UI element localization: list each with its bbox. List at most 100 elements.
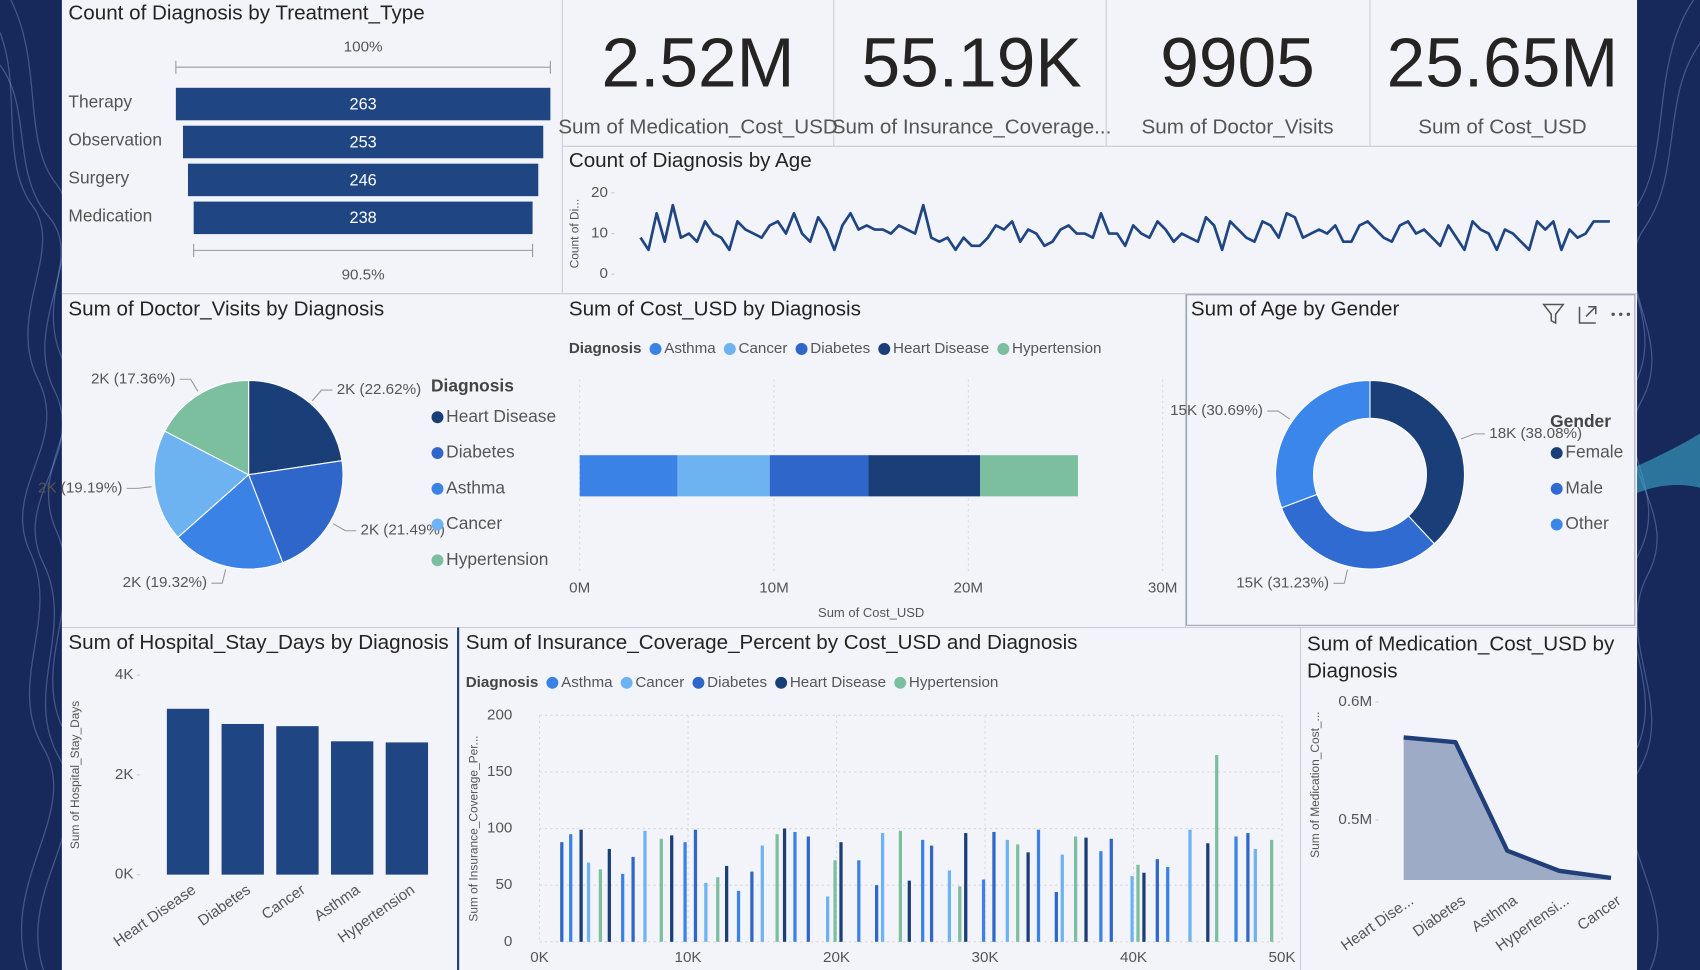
funnel-axis (193, 243, 534, 257)
bar (1054, 891, 1058, 942)
bar (659, 838, 663, 942)
y-tick-label: 10 (591, 225, 608, 242)
bar (725, 865, 729, 942)
bar (947, 870, 952, 942)
legend-title: Diagnosis (569, 340, 642, 357)
bar (898, 830, 903, 942)
bar (1215, 754, 1219, 942)
category-label: Medication (68, 205, 152, 225)
bar (775, 834, 779, 942)
data-label: 253 (350, 133, 377, 151)
category-label: Observation (68, 129, 162, 149)
card-label: Sum of Doctor_Visits (1142, 115, 1334, 138)
legend-label: Hypertension (909, 674, 998, 691)
legend-marker (795, 343, 808, 355)
data-label: 263 (350, 95, 377, 113)
more-options-icon[interactable] (1611, 312, 1631, 317)
leader-line (1460, 433, 1485, 440)
bar (1246, 833, 1250, 942)
y-tick-label: 0.6M (1338, 693, 1372, 710)
legend-marker (431, 447, 444, 459)
legend-title: Gender (1550, 411, 1611, 431)
legend-label: Heart Disease (446, 406, 556, 426)
legend-label: Cancer (446, 513, 502, 533)
slice (248, 379, 343, 476)
bar-segment (769, 455, 869, 497)
bar (221, 723, 264, 875)
data-label: 2K (17.36%) (91, 370, 175, 387)
legend-label: Cancer (738, 340, 787, 357)
bar (607, 848, 611, 942)
bar (276, 726, 319, 875)
slice (247, 460, 344, 564)
bar-segment (677, 455, 770, 497)
legend-marker (431, 482, 444, 495)
legend-label: Diabetes (707, 674, 767, 691)
bar (1136, 864, 1140, 942)
leader-line (211, 569, 227, 584)
slice (177, 473, 284, 570)
legend-marker (723, 343, 736, 355)
bar (826, 896, 830, 942)
category-label: Therapy (68, 92, 132, 112)
focus-mode-icon[interactable] (1578, 305, 1597, 324)
percent-label: 100% (344, 39, 383, 56)
legend-label: Female (1565, 442, 1623, 462)
bar (1166, 867, 1170, 942)
bar (1253, 848, 1257, 942)
chart-title: Count of Diagnosis by Treatment_Type (68, 2, 424, 25)
legend-label: Asthma (664, 340, 716, 357)
legend-label: Heart Disease (893, 340, 989, 357)
bar (716, 877, 720, 942)
x-tick-label: 0K (530, 949, 549, 966)
legend-marker (692, 676, 705, 689)
leader-line (179, 378, 199, 392)
bar (631, 856, 635, 942)
x-tick-label: 10K (675, 949, 702, 966)
line (1403, 735, 1612, 881)
chart-title: Sum of Doctor_Visits by Diagnosis (68, 297, 384, 320)
bar (704, 882, 708, 942)
bar (880, 833, 885, 942)
bar (1084, 837, 1088, 942)
filter-icon[interactable] (1542, 303, 1565, 325)
bar (586, 862, 591, 942)
bar (857, 860, 861, 942)
bar (579, 829, 583, 942)
legend-label: Hypertension (1012, 340, 1101, 357)
bar (981, 879, 986, 942)
legend-title: Diagnosis (431, 376, 514, 396)
chart-title: Sum of Age by Gender (1191, 297, 1400, 320)
chart-title: Sum of Hospital_Stay_Days by Diagnosis (68, 631, 448, 654)
bar (793, 831, 797, 942)
legend-marker (878, 343, 891, 355)
card-value: 55.19K (862, 24, 1082, 102)
card-value: 9905 (1160, 24, 1315, 102)
funnel-axis (175, 60, 551, 74)
legend-marker (431, 411, 444, 424)
y-tick-label: 20 (591, 184, 608, 201)
legend-marker (1550, 482, 1563, 495)
x-tick-label: 20M (954, 580, 984, 597)
card-label: Sum of Cost_USD (1418, 115, 1586, 138)
chart-title: Sum of Insurance_Coverage_Percent by Cos… (466, 631, 1078, 654)
bar (1074, 836, 1078, 942)
bar (992, 831, 996, 942)
leader-line (1333, 569, 1349, 584)
legend-label: Asthma (446, 477, 505, 497)
x-tick-label: 10M (759, 580, 789, 597)
chart-title-text: Sum of Medication_Cost_USD by Diagnosis (1307, 632, 1615, 683)
y-tick-label: 0 (504, 933, 512, 950)
x-tick-label: 30K (972, 949, 999, 966)
y-axis-title: Sum of Hospital_Stay_Days (68, 701, 82, 849)
legend-marker (431, 518, 444, 531)
bar (598, 869, 603, 942)
legend-label: Diabetes (810, 340, 870, 357)
data-label: 2K (22.62%) (337, 381, 421, 398)
legend-title: Diagnosis (466, 674, 539, 691)
x-tick-label: 20K (823, 949, 850, 966)
bar (166, 708, 210, 875)
y-tick-label: 2K (115, 766, 134, 783)
y-tick-label: 0.5M (1338, 811, 1372, 828)
data-label: 238 (350, 209, 377, 227)
